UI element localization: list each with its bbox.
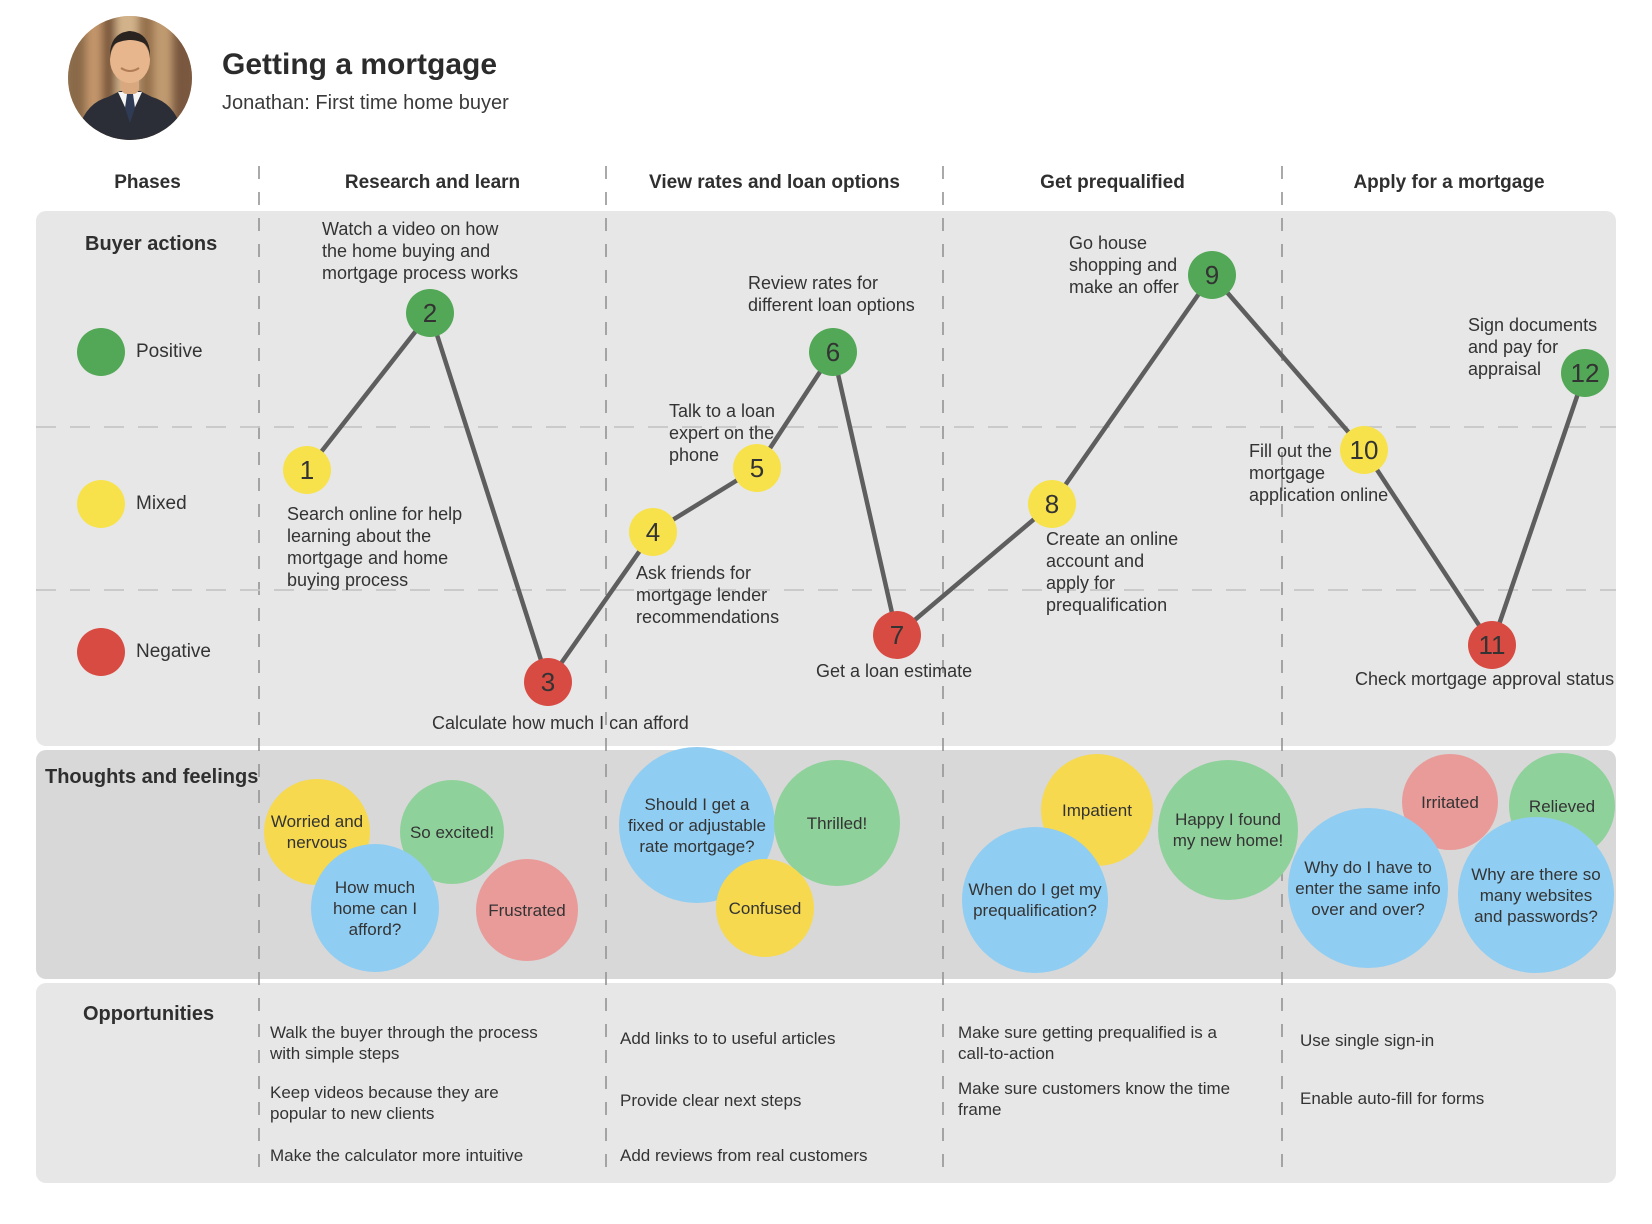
page-subtitle: Jonathan: First time home buyer — [222, 92, 509, 114]
legend-swatch-mixed — [77, 480, 125, 528]
opportunity-item-1-2: Keep videos because they are popular to … — [270, 1083, 499, 1123]
opportunity-item-2-3: Add reviews from real customers — [620, 1146, 868, 1165]
journey-node-label-9: Go house shopping and make an offer — [1069, 233, 1179, 297]
journey-node-label-4: Ask friends for mortgage lender recommen… — [636, 563, 780, 627]
buyer-actions-label: Buyer actions — [85, 233, 218, 255]
thought-bubble-11[interactable]: Irritated — [1402, 754, 1498, 850]
opportunity-item-1-1: Walk the buyer through the process with … — [270, 1023, 538, 1063]
journey-node-label-11: Check mortgage approval status — [1355, 669, 1615, 689]
journey-node-10[interactable]: 10 — [1340, 426, 1388, 474]
journey-node-label-3: Calculate how much I can afford — [432, 713, 689, 733]
journey-node-9[interactable]: 9 — [1188, 251, 1236, 299]
journey-node-4[interactable]: 4 — [629, 508, 677, 556]
journey-node-label-12: Sign documents and pay for appraisal — [1468, 315, 1598, 379]
opportunities-section — [36, 983, 1616, 1183]
legend-label-positive: Positive — [136, 341, 203, 362]
thought-bubble-9[interactable]: Happy I found my new home! — [1158, 760, 1298, 900]
opportunity-item-4-1: Use single sign-in — [1300, 1031, 1435, 1050]
journey-node-8[interactable]: 8 — [1028, 480, 1076, 528]
journey-node-12[interactable]: 12 — [1561, 349, 1609, 397]
thought-bubble-7[interactable]: Confused — [716, 859, 814, 957]
thought-bubble-3[interactable]: Frustrated — [476, 859, 578, 961]
journey-node-3[interactable]: 3 — [524, 658, 572, 706]
journey-node-label-7: Get a loan estimate — [816, 661, 973, 681]
journey-node-label-2: Watch a video on how the home buying and… — [322, 219, 519, 283]
journey-node-5[interactable]: 5 — [733, 444, 781, 492]
legend-label-mixed: Mixed — [136, 493, 187, 514]
legend-swatch-positive — [77, 328, 125, 376]
thought-bubble-4[interactable]: How much home can I afford? — [311, 844, 439, 972]
opportunity-item-2-1: Add links to to useful articles — [620, 1029, 836, 1048]
journey-node-11[interactable]: 11 — [1468, 621, 1516, 669]
page-title: Getting a mortgage — [222, 48, 498, 81]
journey-node-label-8: Create an online account and apply for p… — [1046, 529, 1179, 615]
journey-node-7[interactable]: 7 — [873, 611, 921, 659]
phase-header-view-rates: View rates and loan options — [649, 172, 900, 193]
thought-bubble-6[interactable]: Thrilled! — [774, 760, 900, 886]
phases-row-label: Phases — [114, 172, 181, 193]
phase-header-get-prequalified: Get prequalified — [1040, 172, 1185, 193]
opportunity-item-4-2: Enable auto-fill for forms — [1300, 1089, 1485, 1108]
journey-node-label-10: Fill out the mortgage application online — [1249, 441, 1389, 505]
journey-node-6[interactable]: 6 — [809, 328, 857, 376]
thoughts-and-feelings-label: Thoughts and feelings — [45, 766, 259, 788]
opportunity-item-1-3: Make the calculator more intuitive — [270, 1146, 524, 1165]
thought-bubble-14[interactable]: Why are there so many websites and passw… — [1458, 817, 1614, 973]
opportunity-item-3-1: Make sure getting prequalified is a call… — [958, 1023, 1217, 1063]
persona-avatar — [68, 16, 192, 140]
thought-bubble-13[interactable]: Why do I have to enter the same info ove… — [1288, 808, 1448, 968]
opportunity-item-3-2: Make sure customers know the time frame — [958, 1079, 1231, 1119]
phase-header-research-and-learn: Research and learn — [344, 172, 521, 193]
journey-node-label-1: Search online for help learning about th… — [287, 504, 463, 590]
opportunity-item-2-2: Provide clear next steps — [620, 1091, 802, 1110]
journey-node-2[interactable]: 2 — [406, 289, 454, 337]
journey-node-label-5: Talk to a loan expert on the phone — [669, 401, 776, 465]
legend-swatch-negative — [77, 628, 125, 676]
opportunities-label: Opportunities — [83, 1003, 215, 1025]
phase-header-apply-for-mortgage: Apply for a mortgage — [1353, 172, 1545, 193]
journey-node-label-6: Review rates for different loan options — [748, 273, 915, 315]
journey-node-1[interactable]: 1 — [283, 446, 331, 494]
thought-bubble-10[interactable]: When do I get my prequalification? — [962, 827, 1108, 973]
legend-label-negative: Negative — [136, 641, 211, 662]
